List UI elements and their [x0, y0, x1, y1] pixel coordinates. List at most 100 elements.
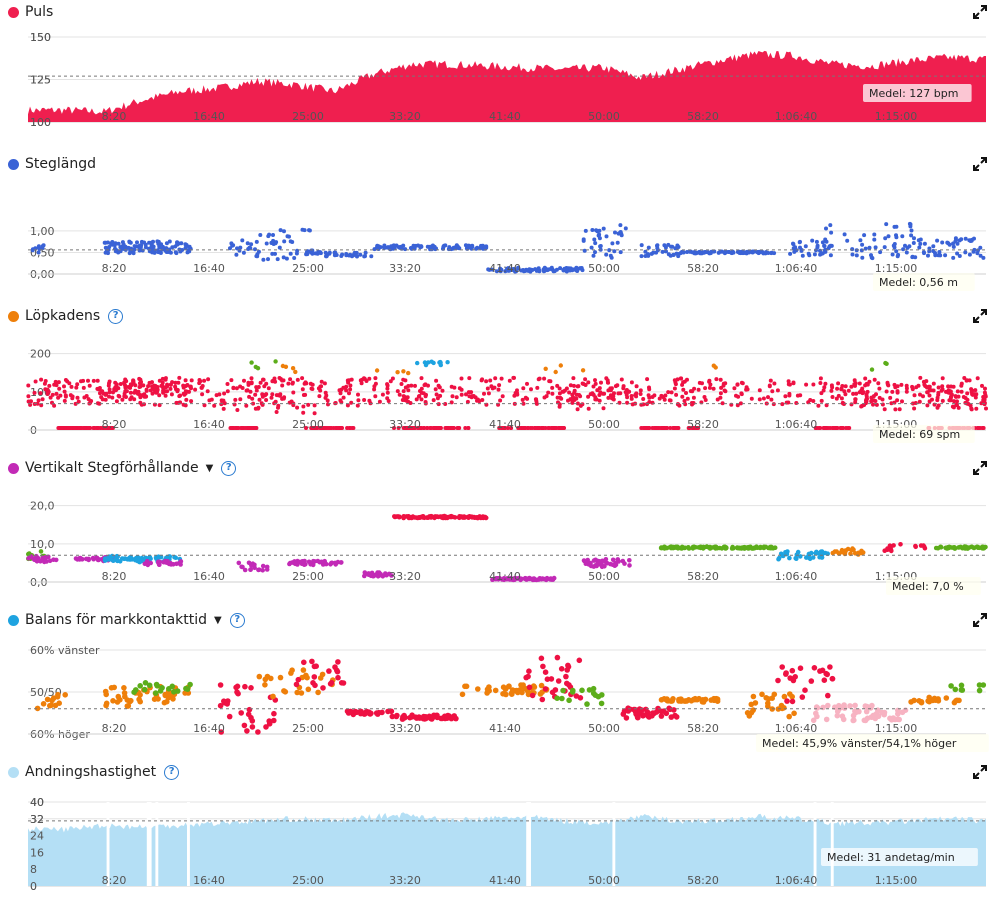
- data-point: [647, 387, 652, 392]
- data-point: [267, 232, 272, 237]
- data-point: [111, 558, 116, 563]
- data-point: [275, 257, 280, 262]
- data-point: [840, 549, 845, 555]
- data-point: [836, 393, 841, 398]
- data-point: [783, 671, 789, 677]
- average-label: Medel: 69 spm: [879, 428, 960, 441]
- x-tick-label: 16:40: [193, 110, 225, 123]
- x-tick-label: 1:06:40: [775, 110, 817, 123]
- expand-icon[interactable]: [973, 5, 987, 19]
- x-tick-label: 1:06:40: [775, 262, 817, 275]
- data-point: [52, 403, 57, 408]
- data-point: [487, 267, 492, 272]
- data-point: [465, 399, 470, 404]
- data-point: [590, 391, 595, 396]
- data-point: [493, 376, 498, 381]
- x-tick-label: 1:06:40: [775, 570, 817, 583]
- data-point: [323, 561, 329, 567]
- data-point: [187, 681, 193, 688]
- data-point: [418, 245, 423, 250]
- data-point: [770, 389, 775, 394]
- data-point: [288, 670, 294, 676]
- expand-icon[interactable]: [973, 461, 987, 475]
- data-point: [378, 245, 383, 250]
- data-point: [164, 250, 169, 254]
- data-point: [103, 392, 108, 397]
- data-point: [347, 391, 351, 396]
- expand-icon[interactable]: [973, 309, 987, 323]
- data-point: [273, 379, 278, 384]
- data-point: [534, 397, 539, 402]
- data-point: [565, 664, 572, 670]
- expand-icon[interactable]: [973, 157, 987, 171]
- dropdown-caret-icon[interactable]: ▼: [205, 462, 214, 474]
- data-point: [438, 362, 443, 368]
- data-point: [62, 398, 67, 403]
- data-point: [799, 694, 806, 700]
- data-point: [128, 554, 133, 560]
- data-point: [385, 382, 390, 387]
- data-point: [976, 426, 981, 430]
- x-tick-label: 50:00: [588, 570, 620, 583]
- panel-title: Puls: [25, 4, 54, 20]
- data-point: [26, 383, 31, 388]
- data-point: [677, 403, 682, 408]
- expand-icon[interactable]: [973, 765, 987, 779]
- expand-icon[interactable]: [973, 613, 987, 627]
- data-point: [554, 695, 560, 701]
- data-point: [86, 378, 90, 383]
- data-point: [711, 249, 716, 254]
- data-point: [308, 381, 313, 386]
- help-icon[interactable]: ?: [108, 308, 124, 324]
- data-point: [748, 701, 755, 708]
- data-point: [467, 394, 472, 399]
- help-icon[interactable]: ?: [229, 612, 245, 628]
- data-point: [48, 702, 55, 708]
- data-point: [981, 255, 986, 260]
- data-point: [556, 426, 561, 430]
- data-point: [886, 234, 891, 239]
- data-point: [525, 396, 530, 401]
- data-point: [965, 397, 970, 402]
- data-point: [592, 692, 599, 698]
- data-point: [583, 559, 589, 564]
- data-point: [496, 387, 501, 392]
- help-icon[interactable]: ?: [164, 764, 180, 780]
- data-point: [622, 561, 627, 566]
- data-point: [890, 389, 895, 394]
- data-point: [798, 239, 802, 244]
- data-point: [852, 702, 858, 709]
- data-point: [239, 426, 244, 430]
- data-point: [869, 702, 875, 709]
- data-point: [526, 684, 533, 691]
- data-point: [959, 389, 964, 394]
- dropdown-caret-icon[interactable]: ▼: [214, 614, 222, 626]
- data-point: [286, 381, 291, 386]
- data-point: [319, 379, 324, 384]
- data-point: [48, 395, 53, 400]
- x-tick-label: 33:20: [389, 110, 421, 123]
- data-point: [564, 680, 570, 687]
- data-point: [411, 515, 417, 520]
- data-point: [270, 251, 275, 256]
- data-point: [615, 240, 620, 245]
- data-point: [787, 382, 792, 387]
- data-point: [217, 682, 224, 688]
- data-point: [256, 567, 262, 572]
- data-point: [580, 381, 585, 386]
- data-point: [56, 700, 62, 706]
- data-point: [904, 386, 909, 391]
- data-point: [492, 385, 497, 390]
- data-point: [422, 426, 427, 430]
- data-point: [450, 394, 455, 399]
- data-point: [151, 239, 155, 244]
- data-point: [757, 545, 763, 551]
- data-point: [929, 388, 934, 393]
- data-point: [372, 387, 377, 392]
- data-point: [668, 426, 673, 430]
- help-icon[interactable]: ?: [221, 460, 237, 476]
- data-point: [282, 229, 286, 234]
- data-point: [248, 567, 253, 572]
- data-point: [749, 396, 754, 401]
